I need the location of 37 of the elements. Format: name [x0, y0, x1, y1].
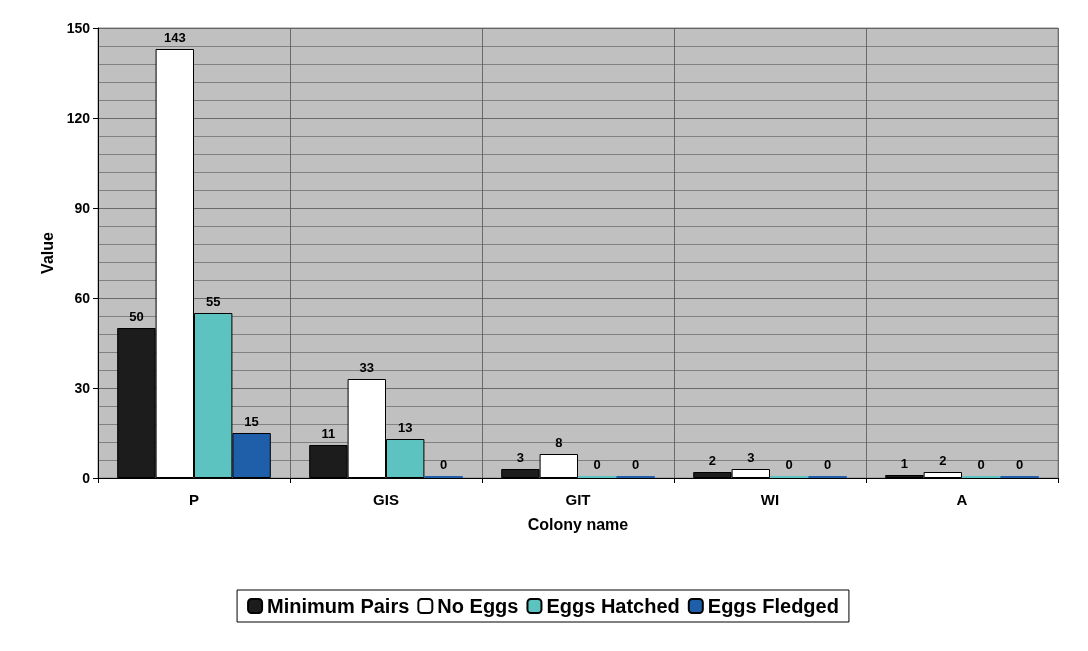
y-tick-label: 120 — [66, 110, 91, 126]
data-label: 0 — [785, 457, 793, 472]
data-label: 3 — [747, 450, 755, 465]
x-tick-label: GIS — [373, 491, 399, 508]
data-label: 50 — [129, 309, 144, 324]
y-tick-label: 150 — [66, 20, 91, 36]
x-tick-label: GIT — [565, 491, 591, 508]
data-label: 33 — [359, 360, 375, 375]
legend-label: Minimum Pairs — [267, 595, 410, 617]
y-tick-label: 60 — [74, 290, 91, 306]
x-tick-label: WI — [760, 491, 780, 508]
data-label: 13 — [397, 420, 413, 435]
data-label: 0 — [593, 457, 601, 472]
data-label: 0 — [631, 457, 640, 472]
y-tick-label: 90 — [74, 200, 91, 216]
y-tick-label: 0 — [82, 470, 91, 486]
legend-label: Eggs Hatched — [546, 595, 680, 617]
x-axis-title: Colony name — [527, 515, 629, 533]
y-axis-title: Value — [39, 232, 57, 274]
data-label: 1 — [900, 456, 909, 471]
data-label: 0 — [1015, 457, 1024, 472]
legend-label: Eggs Fledged — [707, 595, 839, 617]
data-label: 0 — [977, 457, 985, 472]
data-label: 143 — [163, 30, 186, 45]
data-label: 11 — [321, 426, 336, 441]
legend-label: No Eggs — [437, 595, 519, 617]
data-label: 55 — [205, 294, 221, 309]
data-label: 8 — [555, 435, 563, 450]
data-label: 2 — [708, 453, 717, 468]
data-label: 0 — [823, 457, 832, 472]
data-label: 2 — [939, 453, 947, 468]
data-label: 0 — [439, 457, 448, 472]
x-tick-label: A — [956, 491, 968, 508]
data-label: 3 — [516, 450, 525, 465]
data-label: 15 — [244, 414, 259, 429]
y-tick-label: 30 — [74, 380, 91, 396]
x-tick-label: P — [188, 491, 200, 508]
